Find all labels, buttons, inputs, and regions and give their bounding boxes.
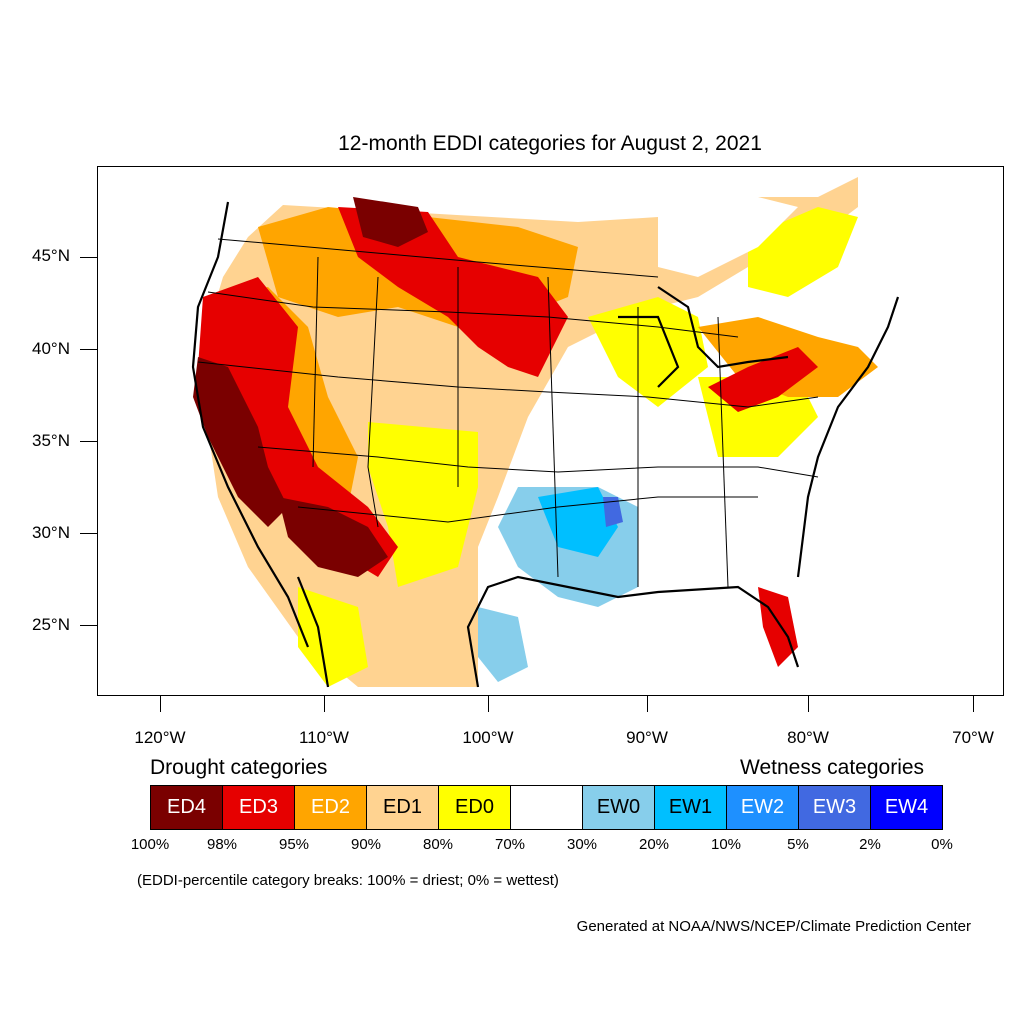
lon-label-120: 120°W (134, 728, 186, 747)
legend-break-label: 10% (710, 836, 742, 853)
legend-box-ed0: ED0 (438, 785, 511, 830)
legend-break-label: 0% (931, 836, 953, 853)
ed4-region-southwest (278, 497, 388, 577)
legend-box-ed3: ED3 (222, 785, 295, 830)
lat-label-45: 45°N (32, 246, 70, 265)
legend-box-ew1: EW1 (654, 785, 727, 830)
drought-categories-title: Drought categories (150, 756, 328, 779)
lat-tick (80, 349, 97, 350)
ed4-region-west (193, 357, 288, 527)
normal-region-canada (658, 192, 798, 277)
ew0-region-gulf (478, 607, 528, 682)
lon-label-110: 110°W (299, 728, 349, 747)
lat-label-25: 25°N (32, 615, 70, 634)
lat-label-40: 40°N (32, 339, 70, 358)
category-note: (EDDI-percentile category breaks: 100% =… (137, 872, 559, 889)
eddi-map (97, 166, 1004, 696)
legend-break-label: 5% (787, 836, 809, 853)
wetness-categories-title: Wetness categories (740, 756, 925, 779)
map-canvas (191, 177, 900, 688)
lat-tick (80, 441, 97, 442)
normal-region-southeast (638, 477, 838, 597)
lon-tick (488, 696, 489, 712)
legend-break-label: 80% (422, 836, 454, 853)
legend-box-ew0: EW0 (582, 785, 655, 830)
lon-label-90: 90°W (626, 728, 668, 747)
legend-break-label: 95% (278, 836, 310, 853)
legend-box-ew4: EW4 (870, 785, 943, 830)
legend-break-label: 2% (859, 836, 881, 853)
legend-box-ew2: EW2 (726, 785, 799, 830)
legend-box-normal (510, 785, 583, 830)
ed3-region-lakes (708, 347, 818, 412)
lon-tick (808, 696, 809, 712)
legend-break-label: 70% (494, 836, 526, 853)
lon-tick (160, 696, 161, 712)
ed3-region-florida (758, 587, 798, 667)
lat-label-35: 35°N (32, 431, 70, 450)
lon-tick (324, 696, 325, 712)
ed0-region-greatlakes (588, 297, 708, 407)
lon-label-80: 80°W (787, 728, 829, 747)
lat-tick (80, 257, 97, 258)
ed0-region-mexico (298, 587, 368, 687)
legend-break-label: 100% (130, 836, 170, 853)
lon-label-70: 70°W (952, 728, 994, 747)
state-boundaries (197, 238, 819, 588)
ew1-region-arkansas (538, 487, 618, 557)
lon-tick (647, 696, 648, 712)
legend-box-ed2: ED2 (294, 785, 367, 830)
category-legend: ED4 ED3 ED2 ED1 ED0 EW0 EW1 EW2 EW3 EW4 (150, 785, 943, 830)
legend-break-label: 20% (638, 836, 670, 853)
ed4-region-montana (353, 197, 428, 247)
ed3-region-west (198, 277, 398, 577)
ew3-region-arkansas (603, 497, 623, 527)
legend-break-label: 98% (206, 836, 238, 853)
legend-box-ew3: EW3 (798, 785, 871, 830)
lon-tick (973, 696, 974, 712)
lat-tick (80, 625, 97, 626)
lon-label-100: 100°W (462, 728, 514, 747)
credit-line: Generated at NOAA/NWS/NCEP/Climate Predi… (576, 918, 971, 935)
legend-break-label: 30% (566, 836, 598, 853)
legend-box-ed1: ED1 (366, 785, 439, 830)
lat-label-30: 30°N (32, 523, 70, 542)
legend-break-label: 90% (350, 836, 382, 853)
lat-tick (80, 533, 97, 534)
coastline (191, 201, 900, 688)
legend-box-ed4: ED4 (150, 785, 223, 830)
ed3-region-dakotas (338, 207, 568, 377)
map-title: 12-month EDDI categories for August 2, 2… (338, 132, 762, 155)
